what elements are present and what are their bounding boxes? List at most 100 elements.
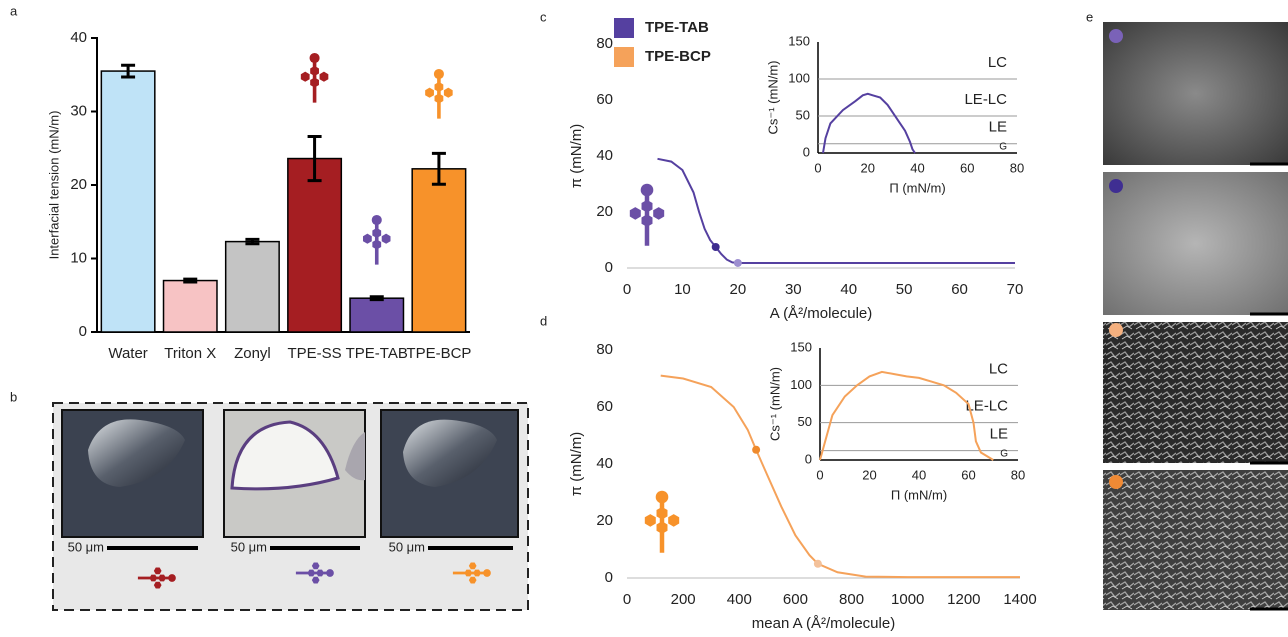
x-tick-label: 800: [839, 591, 864, 608]
y-axis-label: Interfacial tension (mN/m): [46, 111, 61, 260]
x-tick-label: Zonyl: [234, 345, 271, 362]
icon-core: [629, 199, 665, 227]
icon-core: [149, 567, 166, 589]
icon-head: [655, 490, 669, 504]
x-axis-label: A (Å²/molecule): [770, 305, 873, 322]
y-tick-label: 80: [596, 341, 613, 358]
icon-core: [425, 81, 453, 104]
x-tick-label: 80: [1011, 467, 1025, 482]
x-axis-label: Π (mN/m): [891, 487, 947, 502]
phase-label: LE-LC: [964, 91, 1007, 108]
data-line: [822, 92, 916, 154]
legend-label: TPE-TAB: [645, 19, 709, 36]
sample-dot: [1109, 475, 1123, 489]
y-tick-label: 40: [596, 147, 613, 164]
error-bar: [245, 237, 260, 246]
data-line: [660, 374, 1020, 579]
panel-label: e: [1086, 9, 1093, 24]
x-tick-label: 600: [783, 591, 808, 608]
x-tick-label: 20: [861, 160, 875, 175]
bar: [162, 279, 218, 333]
x-tick-label: 60: [951, 281, 968, 298]
micrograph: [1103, 470, 1288, 610]
x-tick-label: 20: [862, 467, 876, 482]
x-tick-label: 30: [785, 281, 802, 298]
y-tick-label: 50: [796, 107, 810, 122]
y-tick-label: 0: [605, 569, 613, 586]
x-axis-label: Π (mN/m): [889, 180, 945, 195]
y-tick-label: 0: [805, 451, 812, 466]
x-tick-label: 40: [840, 281, 857, 298]
icon-head: [483, 569, 491, 577]
x-tick-label: 20: [730, 281, 747, 298]
y-tick-label: 60: [596, 398, 613, 415]
phase-label: G: [1000, 449, 1008, 460]
y-tick-label: 100: [788, 70, 810, 85]
marker: [752, 445, 761, 454]
droplet-image: [223, 409, 366, 538]
x-tick-label: 1000: [891, 591, 924, 608]
molecule-icon: [300, 52, 329, 103]
micrograph: [1103, 22, 1288, 165]
panel-label: b: [10, 389, 17, 404]
sample-dot: [1109, 29, 1123, 43]
x-tick-label: 1400: [1003, 591, 1036, 608]
x-tick-label: 60: [961, 467, 975, 482]
error-bar: [121, 63, 136, 79]
molecule-icon: [295, 562, 334, 584]
scale-bars: [1250, 162, 1288, 611]
y-tick-label: 10: [70, 249, 87, 266]
icon-head: [371, 214, 382, 226]
phase-label: G: [999, 142, 1007, 153]
x-tick-label: TPE-SS: [287, 345, 341, 362]
molecule-icon: [425, 68, 453, 119]
bar: [411, 168, 467, 333]
panel-label: c: [540, 9, 547, 24]
marker: [813, 559, 822, 568]
droplet-image: [380, 409, 519, 538]
marker: [733, 258, 742, 267]
marker: [711, 243, 720, 251]
y-axis-label: Cs⁻¹ (mN/m): [767, 367, 782, 441]
sample-dot: [1109, 323, 1123, 337]
x-tick-label: 0: [814, 160, 821, 175]
x-tick-label: 200: [671, 591, 696, 608]
scale-label: 50 μm: [231, 539, 267, 554]
y-tick-label: 20: [596, 512, 613, 529]
molecule-icon: [644, 490, 680, 553]
y-tick-label: 0: [803, 144, 810, 159]
micrograph: [1103, 322, 1288, 463]
y-tick-label: 150: [790, 339, 812, 354]
x-tick-label: 80: [1010, 160, 1024, 175]
y-tick-label: 60: [596, 91, 613, 108]
panel-label: d: [540, 313, 547, 328]
bar: [224, 240, 280, 333]
x-tick-label: 50: [896, 281, 913, 298]
phase-label: LC: [989, 360, 1008, 377]
data-line: [819, 370, 994, 461]
legend-swatch: [614, 47, 634, 67]
icon-core: [307, 562, 324, 584]
error-bar: [431, 151, 446, 186]
legend-swatch: [614, 18, 634, 38]
icon-core: [300, 65, 329, 88]
error-bar: [369, 295, 384, 302]
y-tick-label: 20: [596, 203, 613, 220]
icon-head: [168, 574, 176, 582]
x-axis-label: mean A (Å²/molecule): [752, 615, 895, 632]
y-tick-label: 40: [596, 455, 613, 472]
x-tick-label: TPE-TAB: [346, 345, 408, 362]
x-tick-label: 0: [816, 467, 823, 482]
x-tick-label: 1200: [947, 591, 980, 608]
phase-label: LE: [990, 426, 1008, 443]
x-tick-label: Triton X: [164, 345, 216, 362]
phase-label: LC: [988, 54, 1007, 71]
error-bar: [307, 134, 322, 183]
y-tick-label: 30: [70, 102, 87, 119]
x-tick-label: Water: [108, 345, 147, 362]
bar: [287, 157, 343, 333]
y-tick-label: 100: [790, 377, 812, 392]
y-tick-label: 20: [70, 176, 87, 193]
panel-label: a: [10, 3, 18, 18]
